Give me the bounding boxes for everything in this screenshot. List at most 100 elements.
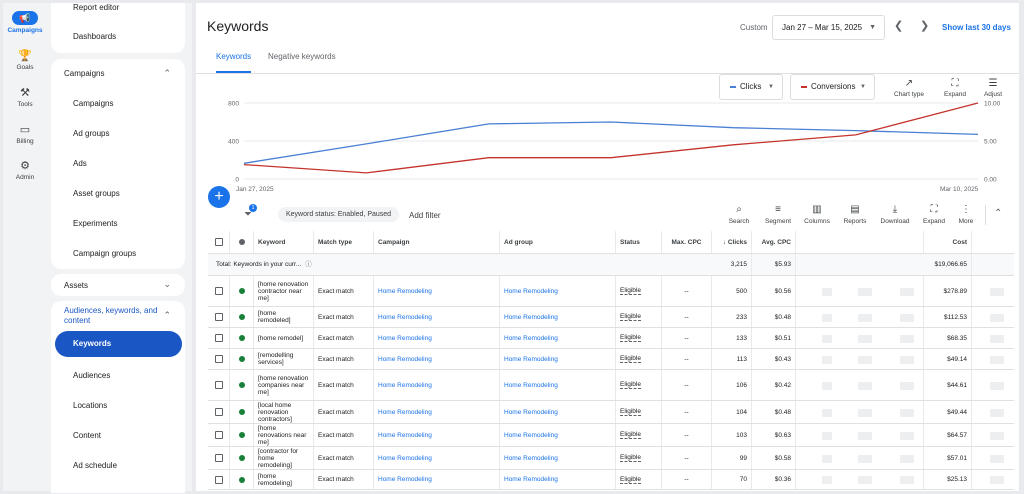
- keyword-text[interactable]: [home renovation contractor near me]: [254, 276, 314, 306]
- keyword-text[interactable]: [home renovation companies near me]: [254, 370, 314, 400]
- col-ad-group[interactable]: Ad group: [500, 231, 616, 253]
- chart-adjust-button[interactable]: ☰ Adjust: [979, 78, 1007, 98]
- ad-group-link[interactable]: Home Remodeling: [504, 355, 558, 363]
- keyword-text[interactable]: [contractor for home remodeling]: [254, 447, 314, 469]
- chevron-up-icon[interactable]: ⌃: [994, 208, 1003, 219]
- chevron-up-icon[interactable]: ⌃: [163, 310, 171, 320]
- nav-ad-schedule[interactable]: Ad schedule: [73, 461, 118, 470]
- enabled-status-icon[interactable]: [238, 476, 245, 483]
- nav-ad-groups[interactable]: Ad groups: [73, 129, 110, 138]
- rail-billing[interactable]: ▭ Billing: [3, 124, 47, 145]
- filter-icon[interactable]: ⏷: [244, 209, 252, 220]
- nav-campaigns[interactable]: Campaigns: [73, 99, 114, 108]
- nav-assets-head[interactable]: Assets: [64, 281, 89, 290]
- rail-campaigns[interactable]: 📢 Campaigns: [3, 11, 47, 34]
- campaign-link[interactable]: Home Remodeling: [378, 454, 432, 462]
- nav-campaigns-head[interactable]: Campaigns: [64, 69, 105, 78]
- enabled-status-icon[interactable]: [238, 382, 245, 388]
- keyword-text[interactable]: [home remodeled]: [254, 307, 314, 327]
- row-checkbox[interactable]: [214, 454, 223, 462]
- table-row[interactable]: [home renovation contractor near me] Exac…: [208, 276, 1014, 307]
- add-keyword-button[interactable]: +: [208, 186, 230, 208]
- search-button[interactable]: ⌕ Search: [726, 204, 752, 225]
- status-value[interactable]: Eligible: [620, 334, 641, 342]
- col-keyword[interactable]: Keyword: [254, 231, 314, 253]
- nav-dashboards[interactable]: Dashboards: [73, 32, 117, 41]
- keyword-text[interactable]: [local home renovation contractors]: [254, 401, 314, 423]
- keyword-text[interactable]: [home remodel]: [254, 328, 314, 348]
- nav-report-editor[interactable]: Report editor: [73, 3, 120, 12]
- ad-group-link[interactable]: Home Remodeling: [504, 334, 558, 342]
- col-campaign[interactable]: Campaign: [374, 231, 500, 253]
- row-checkbox[interactable]: [214, 287, 223, 295]
- download-button[interactable]: ⤓ Download: [879, 204, 911, 225]
- table-row[interactable]: [home remodeling] Exact match Home Remodel…: [208, 470, 1014, 490]
- show-last-30-days-link[interactable]: Show last 30 days: [942, 23, 1011, 32]
- keyword-text[interactable]: [home renovations near me]: [254, 424, 314, 446]
- col-clicks[interactable]: ↓ Clicks: [712, 231, 752, 253]
- next-arrow-icon[interactable]: ❯: [920, 20, 930, 32]
- nav-content[interactable]: Content: [73, 431, 102, 440]
- chart-expand-button[interactable]: ⛶ Expand: [940, 78, 970, 98]
- status-value[interactable]: Eligible: [620, 313, 641, 321]
- nav-locations[interactable]: Locations: [73, 401, 108, 410]
- status-value[interactable]: Eligible: [620, 381, 641, 389]
- nav-audiences-head[interactable]: Audiences, keywords, and content: [64, 306, 158, 325]
- status-value[interactable]: Eligible: [620, 475, 641, 484]
- chevron-up-icon[interactable]: ⌃: [163, 68, 171, 78]
- table-row[interactable]: [home remodeled] Exact match Home Remodeli…: [208, 307, 1014, 328]
- enabled-status-icon[interactable]: [238, 409, 245, 415]
- row-checkbox[interactable]: [214, 431, 223, 439]
- col-avg-cpc[interactable]: Avg. CPC: [752, 231, 796, 253]
- table-row[interactable]: [local home renovation contractors] Exact…: [208, 401, 1014, 424]
- table-row[interactable]: [home renovations near me] Exact match Hom…: [208, 424, 1014, 447]
- status-value[interactable]: Eligible: [620, 355, 641, 363]
- rail-tools[interactable]: ⚒ Tools: [3, 87, 47, 108]
- status-value[interactable]: Eligible: [620, 454, 641, 462]
- row-checkbox[interactable]: [214, 334, 223, 342]
- nav-campaign-groups[interactable]: Campaign groups: [73, 249, 137, 258]
- prev-arrow-icon[interactable]: ❮: [894, 20, 904, 32]
- campaign-link[interactable]: Home Remodeling: [378, 476, 432, 483]
- tab-keywords[interactable]: Keywords: [216, 52, 252, 73]
- campaign-link[interactable]: Home Remodeling: [378, 431, 432, 439]
- metric-selector-clicks[interactable]: Clicks ▼: [719, 74, 783, 100]
- filter-chip[interactable]: Keyword status: Enabled, Paused: [278, 207, 400, 222]
- chart-type-button[interactable]: ↗ Chart type: [892, 78, 926, 98]
- nav-keywords-active[interactable]: Keywords: [55, 331, 182, 357]
- table-row[interactable]: [home remodel] Exact match Home Remodeling…: [208, 328, 1014, 349]
- campaign-link[interactable]: Home Remodeling: [378, 381, 432, 389]
- rail-goals[interactable]: 🏆 Goals: [3, 50, 47, 71]
- table-expand-button[interactable]: ⛶ Expand: [921, 204, 947, 225]
- ad-group-link[interactable]: Home Remodeling: [504, 476, 558, 483]
- more-button[interactable]: ⋮ More: [955, 204, 977, 225]
- status-value[interactable]: Eligible: [620, 431, 641, 439]
- date-range-picker[interactable]: Jan 27 – Mar 15, 2025 ▼: [772, 15, 885, 40]
- nav-experiments[interactable]: Experiments: [73, 219, 118, 228]
- row-checkbox[interactable]: [214, 381, 223, 389]
- campaign-link[interactable]: Home Remodeling: [378, 355, 432, 363]
- ad-group-link[interactable]: Home Remodeling: [504, 431, 558, 439]
- enabled-status-icon[interactable]: [238, 288, 245, 294]
- keyword-text[interactable]: [home remodeling]: [254, 470, 314, 489]
- nav-asset-groups[interactable]: Asset groups: [73, 189, 120, 198]
- row-checkbox[interactable]: [214, 475, 223, 484]
- select-all-checkbox[interactable]: [214, 238, 223, 246]
- row-checkbox[interactable]: [214, 355, 223, 363]
- ad-group-link[interactable]: Home Remodeling: [504, 287, 558, 295]
- enabled-status-icon[interactable]: [238, 314, 245, 320]
- keyword-text[interactable]: [remodelling services]: [254, 349, 314, 369]
- reports-button[interactable]: ▤ Reports: [841, 204, 869, 225]
- ad-group-link[interactable]: Home Remodeling: [504, 313, 558, 321]
- row-checkbox[interactable]: [214, 408, 223, 416]
- enabled-status-icon[interactable]: [238, 432, 245, 438]
- col-max-cpc[interactable]: Max. CPC: [662, 231, 712, 253]
- metric-selector-conversions[interactable]: Conversions ▼: [790, 74, 875, 100]
- col-match-type[interactable]: Match type: [314, 231, 374, 253]
- tab-negative-keywords[interactable]: Negative keywords: [268, 52, 336, 61]
- ad-group-link[interactable]: Home Remodeling: [504, 381, 558, 389]
- enabled-status-icon[interactable]: [238, 335, 245, 341]
- chevron-down-icon[interactable]: ⌄: [163, 279, 171, 289]
- table-row[interactable]: [home renovation companies near me] Exact…: [208, 370, 1014, 401]
- enabled-status-icon[interactable]: [238, 356, 245, 362]
